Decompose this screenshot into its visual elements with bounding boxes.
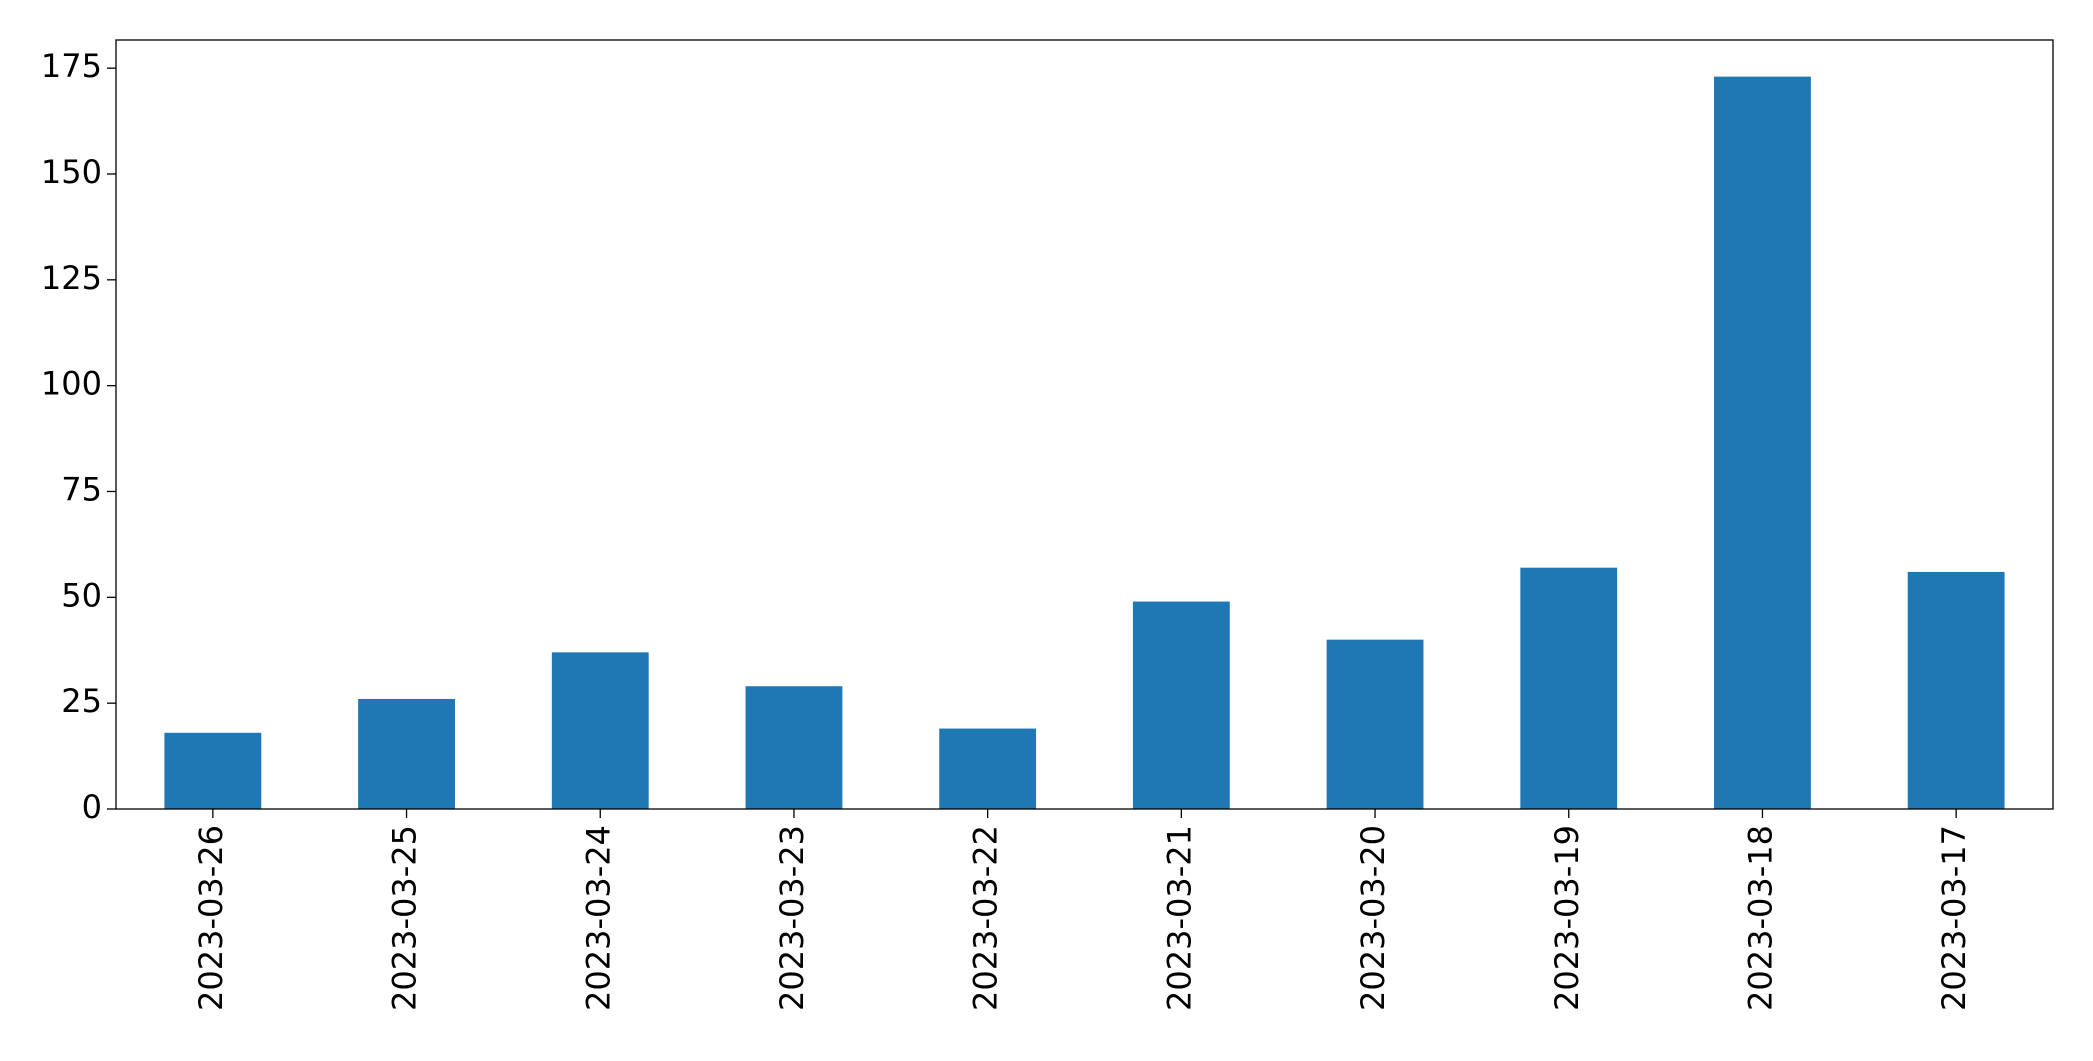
bar (1907, 571, 2005, 809)
y-tick-label: 175 (41, 47, 102, 85)
plot-frame (115, 39, 2054, 810)
x-tick-label: 2023-03-22 (967, 825, 1005, 1011)
x-tick-label: 2023-03-20 (1354, 825, 1392, 1011)
x-tick-label: 2023-03-17 (1935, 825, 1973, 1011)
x-tick-label: 2023-03-25 (386, 825, 424, 1011)
x-tick-label: 2023-03-24 (579, 825, 617, 1011)
bar (164, 732, 262, 809)
bar (358, 698, 455, 809)
x-tick-label: 2023-03-26 (192, 825, 230, 1011)
y-tick-label: 150 (41, 153, 102, 191)
y-tick-label: 0 (82, 788, 102, 826)
y-tick-label: 75 (61, 470, 102, 508)
x-tick-label: 2023-03-19 (1548, 825, 1586, 1011)
bar (1520, 567, 1618, 809)
y-tick-label: 125 (41, 259, 102, 297)
x-tick-label: 2023-03-23 (773, 825, 811, 1011)
x-tick-label: 2023-03-21 (1160, 825, 1198, 1011)
bar (551, 652, 649, 809)
bar (1326, 639, 1424, 809)
bar (1132, 601, 1230, 809)
y-tick-label: 25 (61, 682, 102, 720)
y-tick-label: 50 (61, 576, 102, 614)
bar (745, 686, 843, 809)
x-tick-label: 2023-03-18 (1741, 825, 1779, 1011)
bar (1714, 76, 1811, 810)
bar (939, 728, 1037, 809)
y-tick-label: 100 (41, 365, 102, 403)
